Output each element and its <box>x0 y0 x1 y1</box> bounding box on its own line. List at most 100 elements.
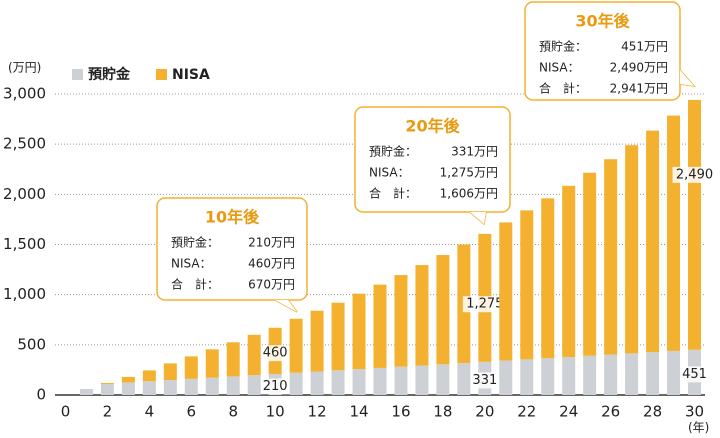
y-tick-label: 2,500 <box>3 135 46 153</box>
y-tick-label: 3,000 <box>3 85 46 103</box>
x-tick-label: 4 <box>145 403 155 421</box>
callout-row-value: 331万円 <box>451 145 498 159</box>
bar-segment <box>310 371 324 395</box>
x-tick-label: 8 <box>228 403 238 421</box>
callout-box <box>524 1 681 101</box>
callout-row-label: 預貯金： <box>539 39 587 54</box>
x-tick-label: 16 <box>391 403 410 421</box>
bar-segment <box>247 375 261 395</box>
x-tick-label: 0 <box>61 403 71 421</box>
bar-segment <box>520 359 534 395</box>
bar-segment <box>331 302 345 371</box>
x-tick-label: 24 <box>559 403 578 421</box>
x-tick-label: 18 <box>433 403 452 421</box>
callout-box <box>354 106 511 213</box>
data-label: 210 <box>263 379 288 394</box>
bar-segment <box>541 358 555 395</box>
callout-row-label: NISA： <box>369 166 410 180</box>
x-tick-label: 6 <box>187 403 197 421</box>
bar-segment <box>436 364 450 395</box>
bar-segment <box>646 130 660 353</box>
bar-segment <box>310 310 324 372</box>
bar-segment <box>457 363 471 395</box>
y-tick-label: 1,500 <box>3 235 46 253</box>
data-label: 1,275 <box>466 297 503 312</box>
bar-segment <box>604 159 618 355</box>
bar-segment <box>625 145 639 354</box>
bar-segment <box>583 172 597 356</box>
x-tick-label: 20 <box>475 403 494 421</box>
bar-segment <box>646 352 660 395</box>
bar-segment <box>604 354 618 395</box>
bar-segment <box>373 284 387 368</box>
data-label: 460 <box>263 346 288 361</box>
legend-swatch <box>72 69 83 80</box>
callout-row-value: 451万円 <box>621 40 668 54</box>
label-bg <box>261 345 290 362</box>
y-tick-label: 500 <box>17 335 46 353</box>
label-bg <box>261 378 290 395</box>
bar-segment <box>331 370 345 395</box>
label-bg <box>462 296 507 313</box>
bar-segment <box>352 369 366 395</box>
bar-segment <box>205 377 219 395</box>
callout-title: 20年後 <box>405 117 460 136</box>
bar-segment <box>667 115 681 351</box>
legend-label: 預貯金 <box>88 66 131 83</box>
bar-segment <box>394 366 408 395</box>
callout-row-label: 預貯金： <box>369 144 417 159</box>
label-bg <box>680 366 709 383</box>
callout-title: 30年後 <box>575 12 630 31</box>
callout-row-value: 1,606万円 <box>440 187 498 201</box>
bar-segment <box>205 349 219 378</box>
callout-row-label: NISA： <box>539 61 580 75</box>
callout-row-label: 預貯金： <box>171 235 219 250</box>
bar-segment <box>142 370 156 382</box>
x-tick-label: 14 <box>349 403 368 421</box>
legend-swatch <box>156 69 167 80</box>
callout-row-label: 合 計： <box>369 186 417 201</box>
y-tick-label: 0 <box>36 386 46 404</box>
bar-segment <box>415 265 429 366</box>
x-tick-label: 12 <box>308 403 327 421</box>
bar-segment <box>289 318 303 373</box>
bar-segment <box>100 383 114 395</box>
bar-segment <box>226 376 240 395</box>
callout-row-value: 2,941万円 <box>610 82 668 96</box>
x-tick-label: 26 <box>601 403 620 421</box>
bar-segment <box>184 378 198 395</box>
bar-segment <box>499 360 513 395</box>
data-label: 451 <box>682 367 707 382</box>
bar-segment <box>79 388 93 395</box>
x-tick-label: 30 <box>685 403 704 421</box>
data-label: 331 <box>472 373 497 388</box>
bar-segment <box>562 185 576 357</box>
x-tick-label: 22 <box>517 403 536 421</box>
bar-segment <box>226 342 240 377</box>
callout-row-label: 合 計： <box>539 81 587 96</box>
bar-segment <box>562 356 576 395</box>
bar-segment <box>688 99 702 350</box>
y-tick-label: 2,000 <box>3 185 46 203</box>
callout-row-value: 2,490万円 <box>610 61 668 75</box>
callout-row-label: NISA： <box>171 257 212 271</box>
callout-row-value: 1,275万円 <box>440 166 498 180</box>
callout-pointer-cover <box>680 70 694 86</box>
bar-segment <box>667 350 681 395</box>
x-axis-label: (年) <box>688 421 709 435</box>
x-tick-label: 2 <box>103 403 113 421</box>
callout-box <box>156 197 308 301</box>
x-tick-label: 10 <box>266 403 285 421</box>
label-bg <box>672 166 717 183</box>
bar-segment <box>415 365 429 395</box>
callout-title: 10年後 <box>205 208 260 227</box>
bar-segment <box>121 376 135 383</box>
bar-segment <box>373 367 387 395</box>
bar-segment <box>100 382 114 384</box>
callout-row-value: 670万円 <box>248 278 295 292</box>
callout-pointer-cover <box>470 212 486 224</box>
bar-segment <box>121 382 135 395</box>
bar-segment <box>163 363 177 381</box>
bar-segment <box>142 381 156 395</box>
